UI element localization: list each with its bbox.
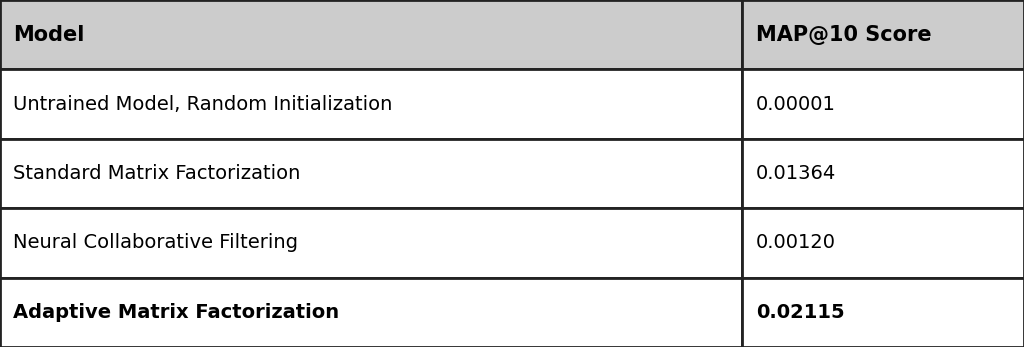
- Text: 0.00120: 0.00120: [756, 234, 836, 252]
- Text: MAP@10 Score: MAP@10 Score: [756, 25, 932, 45]
- Text: 0.01364: 0.01364: [756, 164, 836, 183]
- Bar: [0, 208, 742, 278]
- Text: Model: Model: [13, 25, 85, 45]
- Bar: [0, 139, 742, 208]
- Text: Adaptive Matrix Factorization: Adaptive Matrix Factorization: [13, 303, 339, 322]
- Text: 0.00001: 0.00001: [756, 95, 836, 113]
- Bar: [0, 278, 742, 347]
- Bar: [742, 0, 1024, 69]
- Text: 0.02115: 0.02115: [756, 303, 845, 322]
- Text: Standard Matrix Factorization: Standard Matrix Factorization: [13, 164, 301, 183]
- Bar: [0, 0, 742, 69]
- Bar: [0, 69, 742, 139]
- Bar: [742, 208, 1024, 278]
- Bar: [742, 69, 1024, 139]
- Bar: [742, 278, 1024, 347]
- Text: Neural Collaborative Filtering: Neural Collaborative Filtering: [13, 234, 298, 252]
- Text: Untrained Model, Random Initialization: Untrained Model, Random Initialization: [13, 95, 392, 113]
- Bar: [742, 139, 1024, 208]
